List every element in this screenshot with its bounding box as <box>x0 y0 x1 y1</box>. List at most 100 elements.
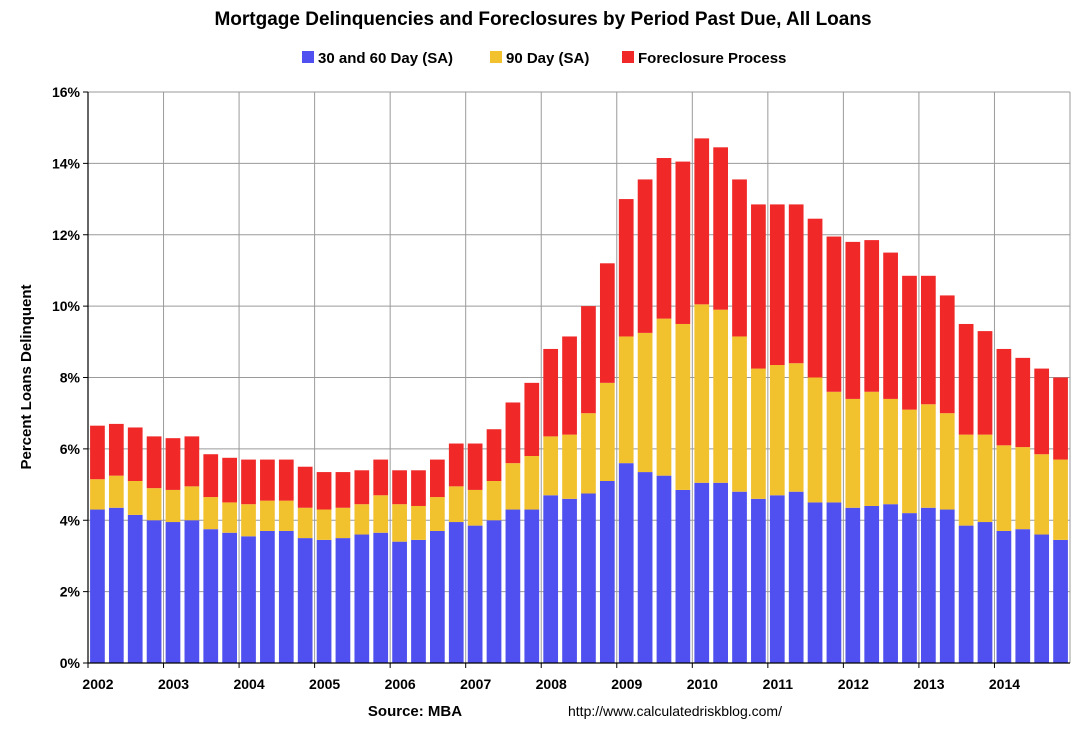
bar-90-day <box>1015 447 1031 530</box>
bar-30-60-day <box>845 507 861 663</box>
bar-90-day <box>675 323 691 490</box>
bar-foreclosure <box>826 236 842 392</box>
bar-foreclosure <box>278 459 294 501</box>
bar-90-day <box>562 434 577 499</box>
bar-foreclosure <box>751 204 766 369</box>
x-tick-label: 2007 <box>460 676 491 692</box>
bar-foreclosure <box>146 436 162 489</box>
bar-foreclosure <box>222 457 237 503</box>
y-tick-label: 12% <box>52 227 81 243</box>
bar-30-60-day <box>977 522 993 663</box>
bar-30-60-day <box>807 502 823 663</box>
bar-30-60-day <box>939 509 955 663</box>
bar-foreclosure <box>675 161 691 324</box>
bar-90-day <box>90 479 105 510</box>
x-tick-label: 2002 <box>82 676 113 692</box>
bar-90-day <box>694 304 710 483</box>
bar-foreclosure <box>902 275 917 410</box>
bar-30-60-day <box>184 520 200 663</box>
bars <box>90 138 1068 663</box>
bar-30-60-day <box>278 530 294 663</box>
bar-30-60-day <box>127 514 143 663</box>
bar-90-day <box>864 391 880 506</box>
bar-30-60-day <box>1034 534 1050 663</box>
y-tick-label: 4% <box>60 512 81 528</box>
bar-30-60-day <box>751 498 766 663</box>
bar-foreclosure <box>354 470 370 505</box>
bar-90-day <box>958 434 974 526</box>
bar-30-60-day <box>732 491 747 663</box>
y-axis-label: Percent Loans Delinquent <box>18 284 35 469</box>
x-tick-label: 2013 <box>913 676 944 692</box>
bar-foreclosure <box>788 204 804 364</box>
x-tick-label: 2010 <box>687 676 718 692</box>
bar-foreclosure <box>599 263 615 383</box>
bar-90-day <box>241 504 256 537</box>
legend-label-2: 90 Day (SA) <box>506 50 589 67</box>
bar-90-day <box>430 497 445 531</box>
bar-foreclosure <box>807 218 823 378</box>
legend: 30 and 60 Day (SA) 90 Day (SA) Foreclosu… <box>302 50 786 67</box>
bar-30-60-day <box>996 530 1012 663</box>
bar-90-day <box>222 502 237 533</box>
bar-90-day <box>921 404 936 508</box>
bar-90-day <box>486 480 502 521</box>
bar-foreclosure <box>316 472 332 510</box>
x-tick-label: 2005 <box>309 676 340 692</box>
bar-30-60-day <box>354 534 370 663</box>
bar-90-day <box>751 368 766 499</box>
bar-foreclosure <box>411 470 426 506</box>
bar-30-60-day <box>297 538 313 663</box>
bar-foreclosure <box>883 252 898 399</box>
x-tick-label: 2014 <box>989 676 1020 692</box>
bar-90-day <box>203 497 219 530</box>
x-tick-label: 2012 <box>838 676 869 692</box>
bar-30-60-day <box>769 495 785 663</box>
bar-foreclosure <box>694 138 710 305</box>
bar-foreclosure <box>90 425 105 480</box>
bar-foreclosure <box>939 295 955 414</box>
legend-swatch-2 <box>490 51 502 63</box>
bar-90-day <box>845 398 861 508</box>
bar-90-day <box>392 504 407 542</box>
bar-30-60-day <box>373 532 389 663</box>
bar-foreclosure <box>1053 377 1068 460</box>
legend-swatch-1 <box>302 51 314 63</box>
bar-90-day <box>411 505 426 540</box>
bar-30-60-day <box>430 530 445 663</box>
bar-90-day <box>1034 454 1050 535</box>
y-tick-labels: 0% 2% 4% 6% 8% 10% 12% 14% 16% <box>52 84 81 671</box>
bar-foreclosure <box>203 454 219 498</box>
bar-30-60-day <box>108 507 124 663</box>
bar-foreclosure <box>1034 368 1050 455</box>
x-tick-label: 2008 <box>536 676 567 692</box>
y-tick-label: 6% <box>60 441 81 457</box>
bar-foreclosure <box>581 306 596 414</box>
bar-foreclosure <box>184 436 200 487</box>
bar-foreclosure <box>430 459 445 498</box>
bar-90-day <box>543 436 559 496</box>
bar-foreclosure <box>505 402 521 464</box>
bar-foreclosure <box>958 323 974 435</box>
bar-foreclosure <box>448 443 464 487</box>
x-tick-label: 2003 <box>158 676 189 692</box>
bar-30-60-day <box>1053 539 1068 663</box>
bar-90-day <box>713 309 728 483</box>
legend-swatch-3 <box>622 51 634 63</box>
chart-title: Mortgage Delinquencies and Foreclosures … <box>214 9 871 30</box>
bar-foreclosure <box>524 382 540 457</box>
bar-30-60-day <box>392 541 407 663</box>
bar-30-60-day <box>1015 529 1031 663</box>
bar-foreclosure <box>656 158 672 319</box>
bar-foreclosure <box>713 147 728 310</box>
bar-90-day <box>788 363 804 492</box>
bar-30-60-day <box>864 505 880 663</box>
bar-30-60-day <box>448 522 464 663</box>
bar-90-day <box>316 509 332 540</box>
bar-90-day <box>656 318 672 476</box>
bar-foreclosure <box>127 427 143 481</box>
bar-30-60-day <box>411 539 426 663</box>
bar-foreclosure <box>467 443 483 490</box>
bar-90-day <box>977 434 993 523</box>
bar-30-60-day <box>524 509 540 663</box>
